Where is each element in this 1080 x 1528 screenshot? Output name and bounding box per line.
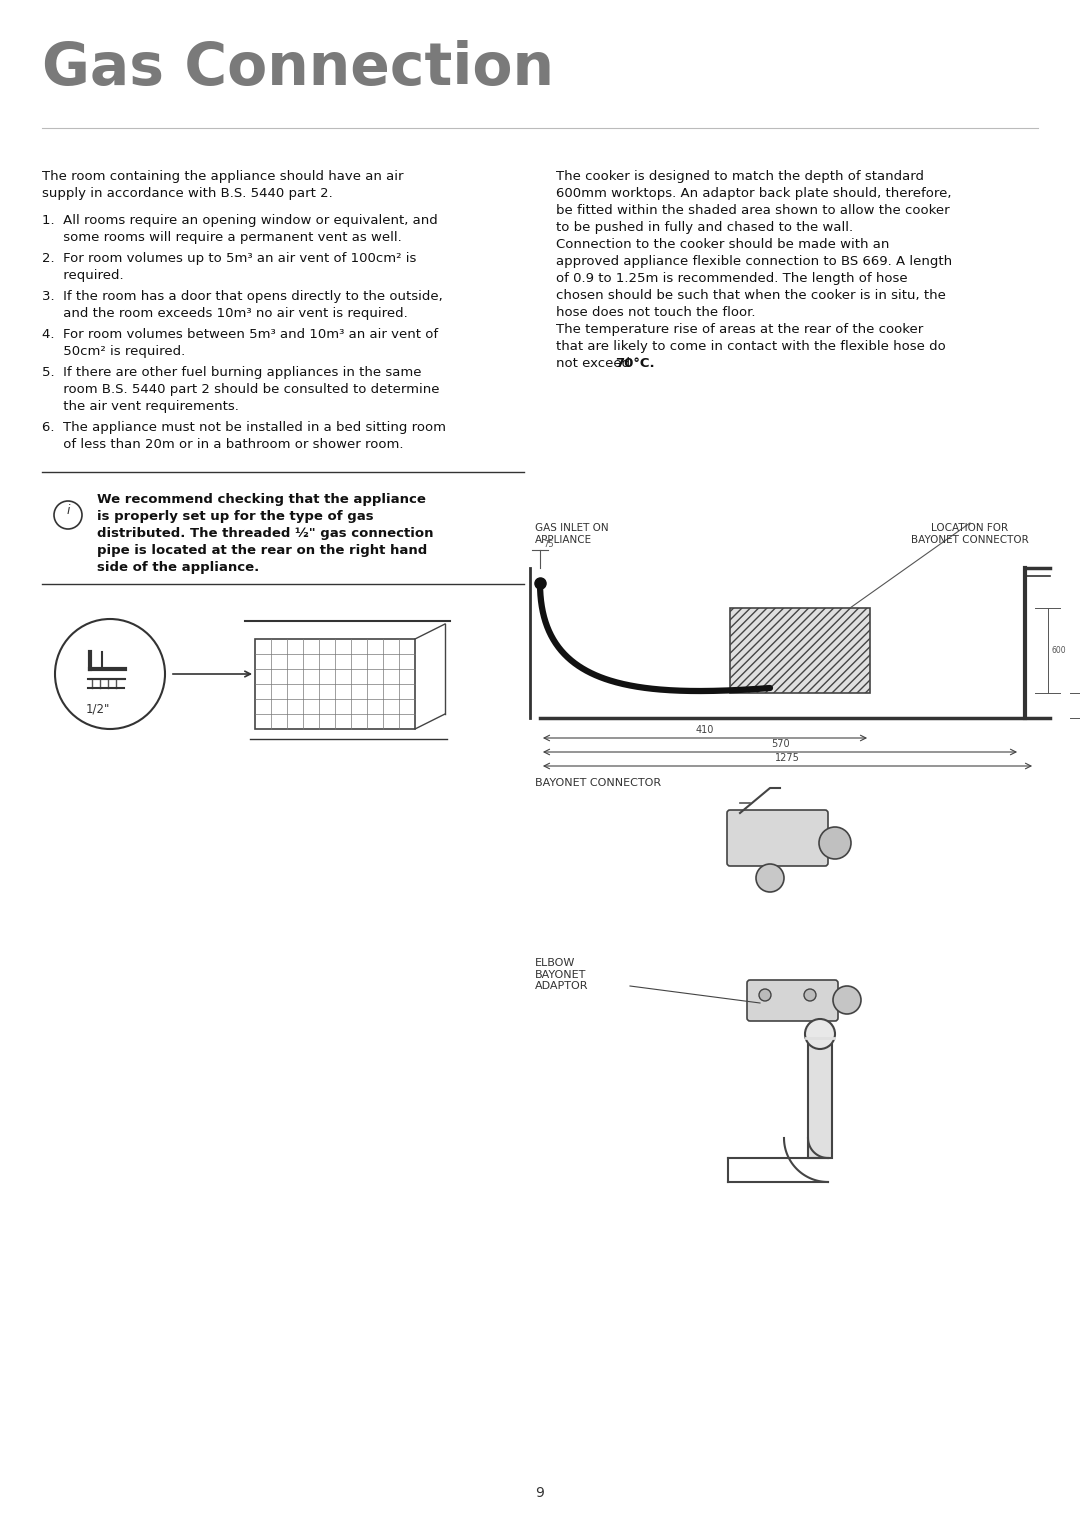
Text: 1275: 1275 [774, 753, 799, 762]
Circle shape [805, 1019, 835, 1050]
Text: room B.S. 5440 part 2 should be consulted to determine: room B.S. 5440 part 2 should be consulte… [42, 384, 440, 396]
Text: The room containing the appliance should have an air: The room containing the appliance should… [42, 170, 404, 183]
Text: i: i [66, 504, 70, 516]
Text: 410: 410 [696, 724, 714, 735]
Text: Gas Connection: Gas Connection [42, 40, 554, 96]
Text: GAS INLET ON
APPLIANCE: GAS INLET ON APPLIANCE [535, 523, 609, 544]
Text: is properly set up for the type of gas: is properly set up for the type of gas [97, 510, 374, 523]
FancyBboxPatch shape [727, 810, 828, 866]
Text: 1/2": 1/2" [85, 701, 110, 715]
Text: 600: 600 [1052, 646, 1067, 656]
Text: chosen should be such that when the cooker is in situ, the: chosen should be such that when the cook… [556, 289, 946, 303]
Text: required.: required. [42, 269, 123, 283]
Circle shape [833, 986, 861, 1015]
Text: 3.  If the room has a door that opens directly to the outside,: 3. If the room has a door that opens dir… [42, 290, 443, 303]
Text: of 0.9 to 1.25m is recommended. The length of hose: of 0.9 to 1.25m is recommended. The leng… [556, 272, 907, 286]
Text: not exceed: not exceed [556, 358, 634, 370]
Bar [255, 639, 415, 729]
Text: We recommend checking that the appliance: We recommend checking that the appliance [97, 494, 426, 506]
Text: approved appliance flexible connection to BS 669. A length: approved appliance flexible connection t… [556, 255, 953, 267]
Text: hose does not touch the floor.: hose does not touch the floor. [556, 306, 756, 319]
Text: The cooker is designed to match the depth of standard: The cooker is designed to match the dept… [556, 170, 924, 183]
Text: 570: 570 [771, 740, 789, 749]
Text: 75: 75 [543, 539, 554, 549]
Text: that are likely to come in contact with the flexible hose do: that are likely to come in contact with … [556, 341, 946, 353]
Text: ELBOW
BAYONET
ADAPTOR: ELBOW BAYONET ADAPTOR [535, 958, 589, 992]
FancyBboxPatch shape [747, 979, 838, 1021]
Circle shape [819, 827, 851, 859]
Circle shape [804, 989, 816, 1001]
Text: The temperature rise of areas at the rear of the cooker: The temperature rise of areas at the rea… [556, 322, 923, 336]
Text: 50cm² is required.: 50cm² is required. [42, 345, 186, 358]
Text: some rooms will require a permanent vent as well.: some rooms will require a permanent vent… [42, 231, 402, 244]
Text: 1.  All rooms require an opening window or equivalent, and: 1. All rooms require an opening window o… [42, 214, 437, 228]
Text: 2.  For room volumes up to 5m³ an air vent of 100cm² is: 2. For room volumes up to 5m³ an air ven… [42, 252, 417, 264]
Text: the air vent requirements.: the air vent requirements. [42, 400, 239, 413]
Bar [730, 608, 870, 694]
Text: supply in accordance with B.S. 5440 part 2.: supply in accordance with B.S. 5440 part… [42, 186, 333, 200]
Text: 9: 9 [536, 1487, 544, 1500]
Text: to be pushed in fully and chased to the wall.: to be pushed in fully and chased to the … [556, 222, 853, 234]
Text: LOCATION FOR
BAYONET CONNECTOR: LOCATION FOR BAYONET CONNECTOR [912, 523, 1029, 544]
Circle shape [759, 989, 771, 1001]
Text: of less than 20m or in a bathroom or shower room.: of less than 20m or in a bathroom or sho… [42, 439, 404, 451]
Text: 6.  The appliance must not be installed in a bed sitting room: 6. The appliance must not be installed i… [42, 422, 446, 434]
Text: 5.  If there are other fuel burning appliances in the same: 5. If there are other fuel burning appli… [42, 367, 421, 379]
Text: 600mm worktops. An adaptor back plate should, therefore,: 600mm worktops. An adaptor back plate sh… [556, 186, 951, 200]
Text: BAYONET CONNECTOR: BAYONET CONNECTOR [535, 778, 661, 788]
Text: Connection to the cooker should be made with an: Connection to the cooker should be made … [556, 238, 889, 251]
Bar [808, 1038, 832, 1158]
Text: 4.  For room volumes between 5m³ and 10m³ an air vent of: 4. For room volumes between 5m³ and 10m³… [42, 329, 438, 341]
Text: side of the appliance.: side of the appliance. [97, 561, 259, 575]
Circle shape [756, 863, 784, 892]
Text: 70°C.: 70°C. [615, 358, 654, 370]
Text: distributed. The threaded ½" gas connection: distributed. The threaded ½" gas connect… [97, 527, 433, 539]
Text: be fitted within the shaded area shown to allow the cooker: be fitted within the shaded area shown t… [556, 205, 949, 217]
Text: pipe is located at the rear on the right hand: pipe is located at the rear on the right… [97, 544, 428, 558]
Text: and the room exceeds 10m³ no air vent is required.: and the room exceeds 10m³ no air vent is… [42, 307, 408, 319]
